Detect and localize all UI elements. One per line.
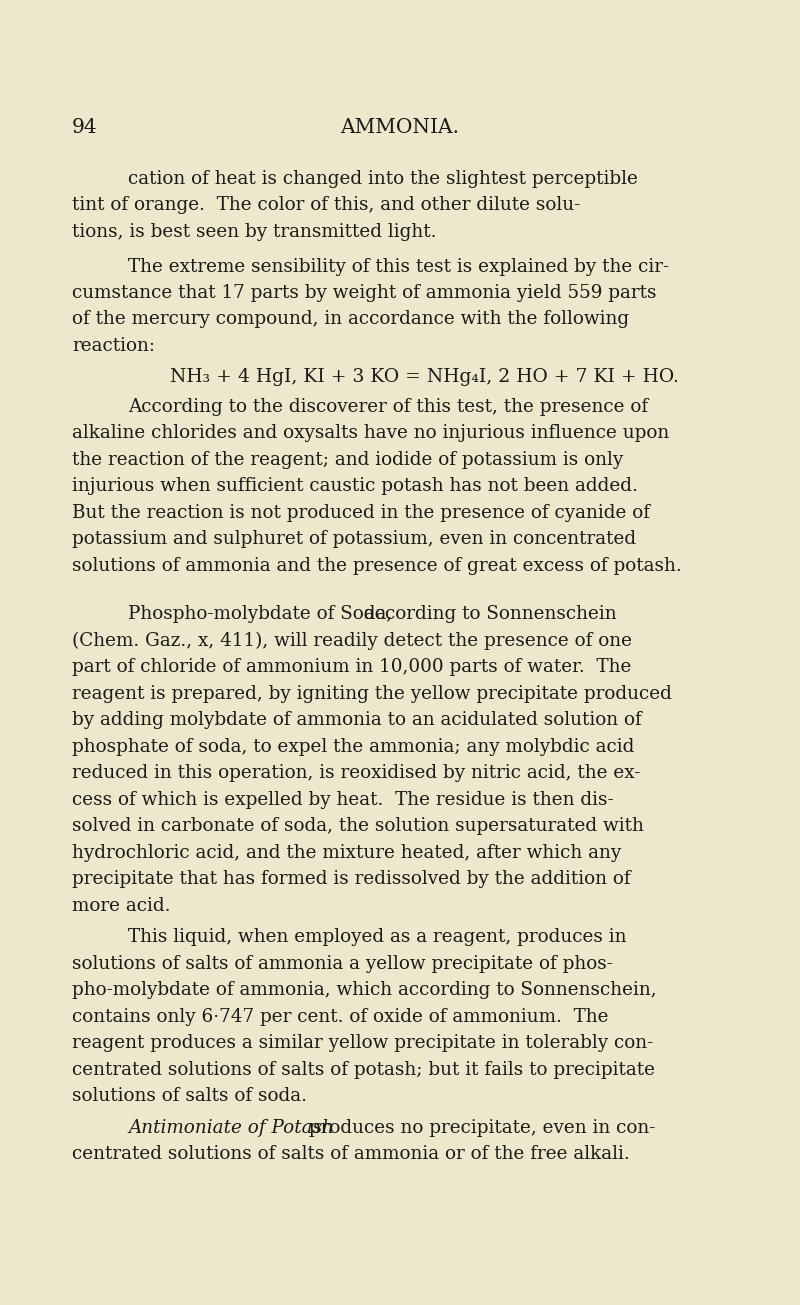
Text: 94: 94 bbox=[72, 117, 98, 137]
Text: by adding molybdate of ammonia to an acidulated solution of: by adding molybdate of ammonia to an aci… bbox=[72, 711, 642, 729]
Text: reduced in this operation, is reoxidised by nitric acid, the ex-: reduced in this operation, is reoxidised… bbox=[72, 765, 640, 783]
Text: of the mercury compound, in accordance with the following: of the mercury compound, in accordance w… bbox=[72, 311, 629, 329]
Text: The extreme sensibility of this test is explained by the cir-: The extreme sensibility of this test is … bbox=[128, 257, 669, 275]
Text: produces no precipitate, even in con-: produces no precipitate, even in con- bbox=[303, 1118, 655, 1137]
Text: solutions of ammonia and the presence of great excess of potash.: solutions of ammonia and the presence of… bbox=[72, 557, 682, 576]
Text: potassium and sulphuret of potassium, even in concentrated: potassium and sulphuret of potassium, ev… bbox=[72, 530, 636, 548]
Text: This liquid, when employed as a reagent, produces in: This liquid, when employed as a reagent,… bbox=[128, 928, 626, 946]
Text: AMMONIA.: AMMONIA. bbox=[341, 117, 459, 137]
Text: precipitate that has formed is redissolved by the addition of: precipitate that has formed is redissolv… bbox=[72, 870, 630, 889]
Text: solved in carbonate of soda, the solution supersaturated with: solved in carbonate of soda, the solutio… bbox=[72, 817, 644, 835]
Text: tions, is best seen by transmitted light.: tions, is best seen by transmitted light… bbox=[72, 223, 437, 241]
Text: tint of orange.  The color of this, and other dilute solu-: tint of orange. The color of this, and o… bbox=[72, 197, 580, 214]
Text: part of chloride of ammonium in 10,000 parts of water.  The: part of chloride of ammonium in 10,000 p… bbox=[72, 659, 631, 676]
Text: cess of which is expelled by heat.  The residue is then dis-: cess of which is expelled by heat. The r… bbox=[72, 791, 614, 809]
Text: NH₃ + 4 HgI, KI + 3 KO = NHg₄I, 2 HO + 7 KI + HO.: NH₃ + 4 HgI, KI + 3 KO = NHg₄I, 2 HO + 7… bbox=[170, 368, 679, 385]
Text: injurious when sufficient caustic potash has not been added.: injurious when sufficient caustic potash… bbox=[72, 478, 638, 496]
Text: pho-molybdate of ammonia, which according to Sonnenschein,: pho-molybdate of ammonia, which accordin… bbox=[72, 981, 657, 1000]
Text: solutions of salts of soda.: solutions of salts of soda. bbox=[72, 1087, 307, 1105]
Text: hydrochloric acid, and the mixture heated, after which any: hydrochloric acid, and the mixture heate… bbox=[72, 844, 622, 863]
Text: cumstance that 17 parts by weight of ammonia yield 559 parts: cumstance that 17 parts by weight of amm… bbox=[72, 284, 657, 301]
Text: Antimoniate of Potash: Antimoniate of Potash bbox=[128, 1118, 334, 1137]
Text: alkaline chlorides and oxysalts have no injurious influence upon: alkaline chlorides and oxysalts have no … bbox=[72, 424, 670, 442]
Text: (Chem. Gaz., x, 411), will readily detect the presence of one: (Chem. Gaz., x, 411), will readily detec… bbox=[72, 632, 632, 650]
Text: the reaction of the reagent; and iodide of potassium is only: the reaction of the reagent; and iodide … bbox=[72, 452, 623, 468]
Text: reagent is prepared, by igniting the yellow precipitate produced: reagent is prepared, by igniting the yel… bbox=[72, 685, 672, 703]
Text: cation of heat is changed into the slightest perceptible: cation of heat is changed into the sligh… bbox=[128, 170, 638, 188]
Text: reagent produces a similar yellow precipitate in tolerably con-: reagent produces a similar yellow precip… bbox=[72, 1035, 654, 1052]
Text: reaction:: reaction: bbox=[72, 337, 155, 355]
Text: according to Sonnenschein: according to Sonnenschein bbox=[358, 606, 617, 624]
Text: contains only 6·747 per cent. of oxide of ammonium.  The: contains only 6·747 per cent. of oxide o… bbox=[72, 1007, 609, 1026]
Text: centrated solutions of salts of ammonia or of the free alkali.: centrated solutions of salts of ammonia … bbox=[72, 1144, 630, 1163]
Text: But the reaction is not produced in the presence of cyanide of: But the reaction is not produced in the … bbox=[72, 504, 650, 522]
Text: solutions of salts of ammonia a yellow precipitate of phos-: solutions of salts of ammonia a yellow p… bbox=[72, 955, 613, 972]
Text: centrated solutions of salts of potash; but it fails to precipitate: centrated solutions of salts of potash; … bbox=[72, 1061, 655, 1079]
Text: more acid.: more acid. bbox=[72, 897, 170, 915]
Text: phosphate of soda, to expel the ammonia; any molybdic acid: phosphate of soda, to expel the ammonia;… bbox=[72, 737, 634, 756]
Text: Phospho-molybdate of Soda,: Phospho-molybdate of Soda, bbox=[128, 606, 392, 624]
Text: According to the discoverer of this test, the presence of: According to the discoverer of this test… bbox=[128, 398, 648, 416]
